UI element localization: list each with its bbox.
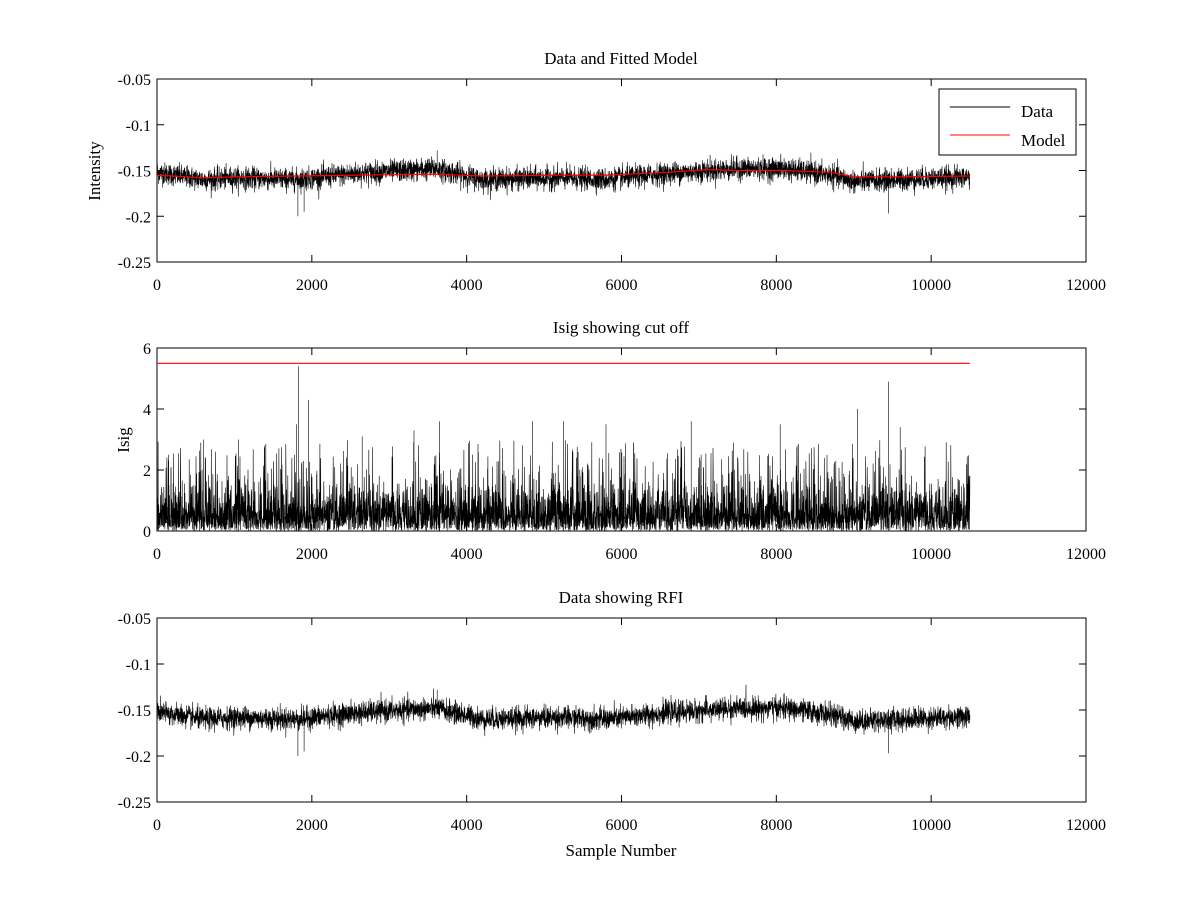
y-tick-label: -0.1 xyxy=(126,118,151,135)
panel-1-ylabel: Intensity xyxy=(85,141,104,201)
panel-1-series-model xyxy=(156,168,970,179)
x-tick-label: 6000 xyxy=(606,546,638,563)
y-tick-label: -0.05 xyxy=(118,611,151,628)
y-tick-label: -0.15 xyxy=(118,703,151,720)
legend-box xyxy=(938,88,1077,156)
x-tick-label: 8000 xyxy=(760,817,792,834)
x-tick-label: 4000 xyxy=(451,546,483,563)
x-tick-label: 8000 xyxy=(760,546,792,563)
y-tick-label: -0.15 xyxy=(118,164,151,181)
x-tick-label: 6000 xyxy=(606,817,638,834)
panel-2-series-trace xyxy=(156,366,971,532)
x-tick-label: 12000 xyxy=(1066,277,1106,294)
panel-3-series-trace xyxy=(156,684,971,756)
y-tick-label: -0.25 xyxy=(118,255,151,272)
x-tick-label: 10000 xyxy=(911,277,951,294)
x-tick-label: 2000 xyxy=(296,277,328,294)
panel-2-ylabel: Isig xyxy=(114,427,133,453)
x-tick-label: 6000 xyxy=(606,277,638,294)
panel-2-ticks: 0 2000 4000 6000 8000 10000 12000 0 2 4 6 xyxy=(143,341,1106,563)
y-tick-label: -0.1 xyxy=(126,657,151,674)
x-tick-label: 0 xyxy=(153,817,161,834)
x-tick-label: 0 xyxy=(153,546,161,563)
panel-3-plot-area xyxy=(156,617,1087,803)
x-tick-label: 10000 xyxy=(911,546,951,563)
panel-1-legend: Data Model xyxy=(938,88,1077,156)
x-tick-label: 4000 xyxy=(451,277,483,294)
panel-2-title: Isig showing cut off xyxy=(553,318,689,337)
y-tick-label: 6 xyxy=(143,341,151,358)
x-tick-label: 10000 xyxy=(911,817,951,834)
y-tick-label: 0 xyxy=(143,524,151,541)
panel-3-ticks: 0 2000 4000 6000 8000 10000 12000 -0.05 -0.1 -0.1… xyxy=(118,611,1106,834)
x-tick-label: 12000 xyxy=(1066,546,1106,563)
panel-3-xlabel: Sample Number xyxy=(566,841,677,860)
panel-2-plot-area xyxy=(156,347,1087,532)
panel-1-series-data xyxy=(156,150,971,217)
x-tick-label: 2000 xyxy=(296,817,328,834)
x-tick-label: 4000 xyxy=(451,817,483,834)
panel-3-title: Data showing RFI xyxy=(559,588,684,607)
legend-data-label: Data xyxy=(1021,102,1054,121)
y-tick-label: 2 xyxy=(143,463,151,480)
panel-data-showing-rfi: Data showing RFI 0 2000 4000 6000 8000 10000 1… xyxy=(118,588,1106,860)
x-tick-label: 0 xyxy=(153,277,161,294)
panel-1-title: Data and Fitted Model xyxy=(544,49,698,68)
y-tick-label: -0.05 xyxy=(118,72,151,89)
panel-isig-showing-cut-off: Isig showing cut off Isig 0 2000 4000 6000 8… xyxy=(114,318,1106,563)
legend-model-label: Model xyxy=(1021,131,1066,150)
y-tick-label: -0.25 xyxy=(118,795,151,812)
y-tick-label: -0.2 xyxy=(126,209,151,226)
x-tick-label: 8000 xyxy=(760,277,792,294)
x-tick-label: 12000 xyxy=(1066,817,1106,834)
x-tick-label: 2000 xyxy=(296,546,328,563)
y-tick-label: 4 xyxy=(143,402,151,419)
panel-1-ticks: 0 2000 4000 6000 8000 10000 12000 -0.05 -0.1 -0.1… xyxy=(118,72,1106,294)
panel-data-and-fitted-model: Data and Fitted Model Intensity 0 2000 400… xyxy=(85,49,1106,294)
y-tick-label: -0.2 xyxy=(126,749,151,766)
